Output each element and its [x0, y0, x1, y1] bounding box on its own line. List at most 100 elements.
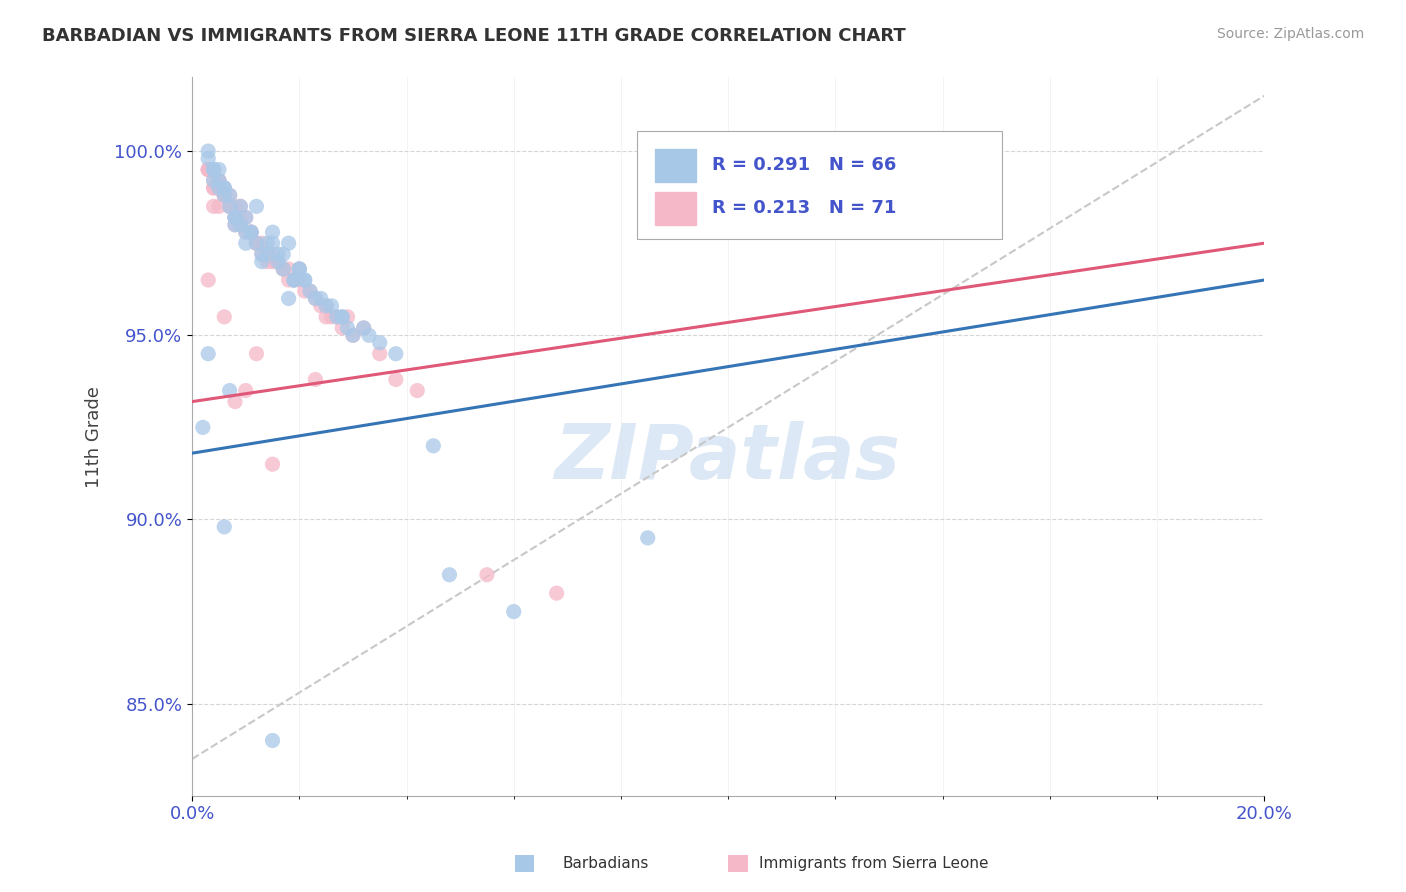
Point	[299, 284, 322, 298]
Point	[214, 181, 236, 195]
Point	[294, 284, 316, 298]
Point	[197, 144, 219, 158]
Text: Immigrants from Sierra Leone: Immigrants from Sierra Leone	[759, 856, 988, 871]
Point	[283, 273, 305, 287]
Point	[546, 586, 568, 600]
Text: Source: ZipAtlas.com: Source: ZipAtlas.com	[1216, 27, 1364, 41]
Point	[202, 181, 225, 195]
Point	[271, 262, 294, 277]
Point	[214, 310, 236, 324]
Point	[262, 733, 284, 747]
Point	[353, 321, 375, 335]
Point	[267, 254, 290, 268]
Point	[439, 567, 461, 582]
Point	[224, 211, 246, 225]
Point	[208, 173, 231, 187]
Point	[197, 347, 219, 361]
Point	[202, 181, 225, 195]
Point	[245, 236, 267, 251]
Point	[214, 181, 236, 195]
Point	[250, 254, 273, 268]
Point	[214, 188, 236, 202]
Point	[214, 181, 236, 195]
Point	[288, 262, 311, 277]
Point	[191, 420, 214, 434]
Point	[250, 236, 273, 251]
Point	[256, 236, 278, 251]
Point	[288, 262, 311, 277]
Point	[214, 188, 236, 202]
Point	[235, 236, 257, 251]
Point	[229, 211, 252, 225]
Point	[262, 225, 284, 239]
Point	[235, 225, 257, 239]
Point	[218, 188, 240, 202]
Point	[240, 225, 263, 239]
Point	[321, 299, 343, 313]
Point	[197, 273, 219, 287]
Point	[250, 247, 273, 261]
Point	[224, 394, 246, 409]
Point	[218, 199, 240, 213]
Point	[336, 321, 359, 335]
Point	[309, 292, 332, 306]
Text: R = 0.291   N = 66: R = 0.291 N = 66	[711, 156, 897, 174]
Point	[224, 211, 246, 225]
Point	[299, 284, 322, 298]
Point	[277, 292, 299, 306]
Point	[330, 310, 353, 324]
Point	[321, 310, 343, 324]
Point	[202, 162, 225, 177]
Point	[208, 181, 231, 195]
Point	[330, 321, 353, 335]
Point	[256, 247, 278, 261]
Point	[245, 236, 267, 251]
Point	[245, 236, 267, 251]
Point	[229, 218, 252, 232]
Point	[475, 567, 498, 582]
Point	[368, 347, 391, 361]
Point	[197, 162, 219, 177]
Point	[235, 211, 257, 225]
Point	[214, 188, 236, 202]
Point	[309, 299, 332, 313]
Point	[267, 254, 290, 268]
Point	[315, 299, 337, 313]
Point	[214, 188, 236, 202]
Point	[294, 273, 316, 287]
Point	[208, 173, 231, 187]
Point	[224, 211, 246, 225]
Point	[271, 262, 294, 277]
Point	[202, 162, 225, 177]
Point	[288, 262, 311, 277]
Point	[245, 347, 267, 361]
Point	[224, 199, 246, 213]
Point	[218, 384, 240, 398]
Point	[271, 262, 294, 277]
Point	[235, 384, 257, 398]
Point	[304, 372, 326, 386]
Point	[229, 218, 252, 232]
Point	[208, 199, 231, 213]
Point	[288, 273, 311, 287]
Point	[277, 273, 299, 287]
Bar	[655, 149, 696, 182]
Point	[326, 310, 349, 324]
Point	[283, 273, 305, 287]
Point	[271, 247, 294, 261]
Point	[304, 292, 326, 306]
Point	[385, 347, 408, 361]
Point	[357, 328, 380, 343]
Point	[197, 162, 219, 177]
Point	[208, 173, 231, 187]
Point	[224, 211, 246, 225]
Point	[385, 372, 408, 386]
Point	[336, 310, 359, 324]
Text: Barbadians: Barbadians	[562, 856, 648, 871]
Text: BARBADIAN VS IMMIGRANTS FROM SIERRA LEONE 11TH GRADE CORRELATION CHART: BARBADIAN VS IMMIGRANTS FROM SIERRA LEON…	[42, 27, 905, 45]
Point	[326, 310, 349, 324]
Point	[229, 199, 252, 213]
Point	[406, 384, 429, 398]
Point	[256, 254, 278, 268]
Point	[218, 199, 240, 213]
